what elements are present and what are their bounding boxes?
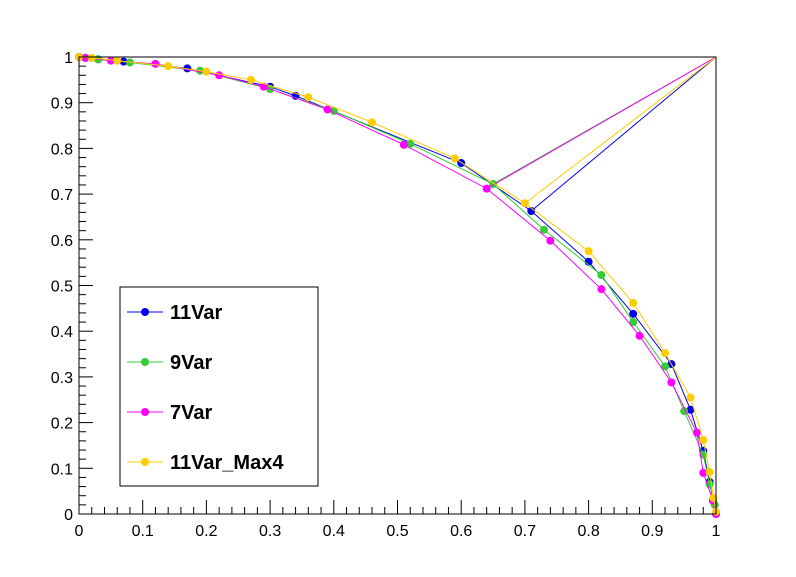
data-point [705, 467, 714, 476]
data-point [667, 378, 676, 387]
data-point [202, 67, 211, 76]
x-tick-label: 0.5 [386, 523, 408, 540]
data-point [686, 405, 695, 414]
y-tick-label: 0.2 [51, 416, 73, 433]
data-point [699, 450, 708, 459]
legend-marker [141, 408, 149, 416]
legend: 11Var 9Var 7Var 11Var_Max4 [119, 286, 319, 487]
legend-label: 11Var [170, 302, 223, 324]
x-tick-label: 1 [712, 523, 721, 540]
data-point [368, 118, 377, 127]
data-point [629, 309, 638, 318]
y-tick-label: 0.3 [51, 370, 73, 387]
legend-entry: 9Var [127, 352, 212, 374]
legend-entry: 11Var [127, 302, 223, 324]
legend-label: 7Var [170, 402, 212, 424]
data-point [629, 298, 638, 307]
data-point [215, 71, 224, 80]
y-tick-label: 0 [64, 507, 73, 524]
data-point [399, 140, 408, 149]
data-point [151, 59, 160, 68]
legend-entry: 7Var [127, 402, 212, 424]
data-point [699, 435, 708, 444]
x-tick-label: 0.3 [259, 523, 281, 540]
data-point [661, 349, 670, 358]
legend-entry: 11Var_Max4 [127, 452, 284, 474]
data-point [699, 468, 708, 477]
data-point [520, 199, 529, 208]
legend-marker [141, 308, 149, 316]
x-tick-label: 0.7 [514, 523, 536, 540]
series-7var [75, 53, 720, 518]
x-tick-label: 0.8 [577, 523, 599, 540]
series-outlier-line [524, 56, 717, 204]
series-curve [78, 56, 717, 512]
data-point [584, 247, 593, 256]
y-tick-label: 0.5 [51, 279, 73, 296]
data-point [304, 93, 313, 102]
data-point [692, 428, 701, 437]
series-outlier-line [486, 56, 717, 190]
x-tick-label: 0.1 [132, 523, 154, 540]
data-point [661, 362, 670, 371]
data-point [482, 184, 491, 193]
series-outlier-line [530, 56, 717, 212]
data-point [597, 270, 606, 279]
legend-label: 11Var_Max4 [170, 452, 284, 474]
legend-marker [141, 358, 149, 366]
y-tick-label: 1 [64, 50, 73, 67]
data-point [450, 154, 459, 163]
x-tick-label: 0.2 [195, 523, 217, 540]
data-point [323, 105, 332, 114]
data-point [709, 494, 718, 503]
y-tick-label: 0.1 [51, 461, 73, 478]
data-point [106, 56, 115, 65]
data-point [113, 56, 122, 65]
data-point [540, 225, 549, 234]
data-point [246, 75, 255, 84]
data-point [164, 62, 173, 71]
data-point [406, 139, 415, 148]
data-point [597, 285, 606, 294]
y-axis: 0 0.1 0.2 0.3 0.4 0.5 0.6 0.7 0.8 0.9 1 [51, 50, 93, 524]
legend-label: 9Var [170, 352, 212, 374]
data-point [546, 236, 555, 245]
data-point [686, 393, 695, 402]
legend-marker [141, 458, 149, 466]
x-tick-label: 0.6 [450, 523, 472, 540]
y-tick-label: 0.4 [51, 324, 73, 341]
y-tick-label: 0.6 [51, 233, 73, 250]
legend-box [119, 286, 319, 487]
data-point [629, 318, 638, 327]
data-point [680, 407, 689, 416]
data-point [635, 331, 644, 340]
x-tick-label: 0.9 [641, 523, 663, 540]
data-point [87, 53, 96, 62]
x-tick-label: 0 [75, 523, 84, 540]
x-axis: 0 0.1 0.2 0.3 0.4 0.5 0.6 0.7 0.8 0.9 1 [75, 500, 721, 540]
y-tick-label: 0.7 [51, 187, 73, 204]
y-tick-label: 0.9 [51, 96, 73, 113]
x-tick-label: 0.4 [323, 523, 345, 540]
y-tick-label: 0.8 [51, 141, 73, 158]
